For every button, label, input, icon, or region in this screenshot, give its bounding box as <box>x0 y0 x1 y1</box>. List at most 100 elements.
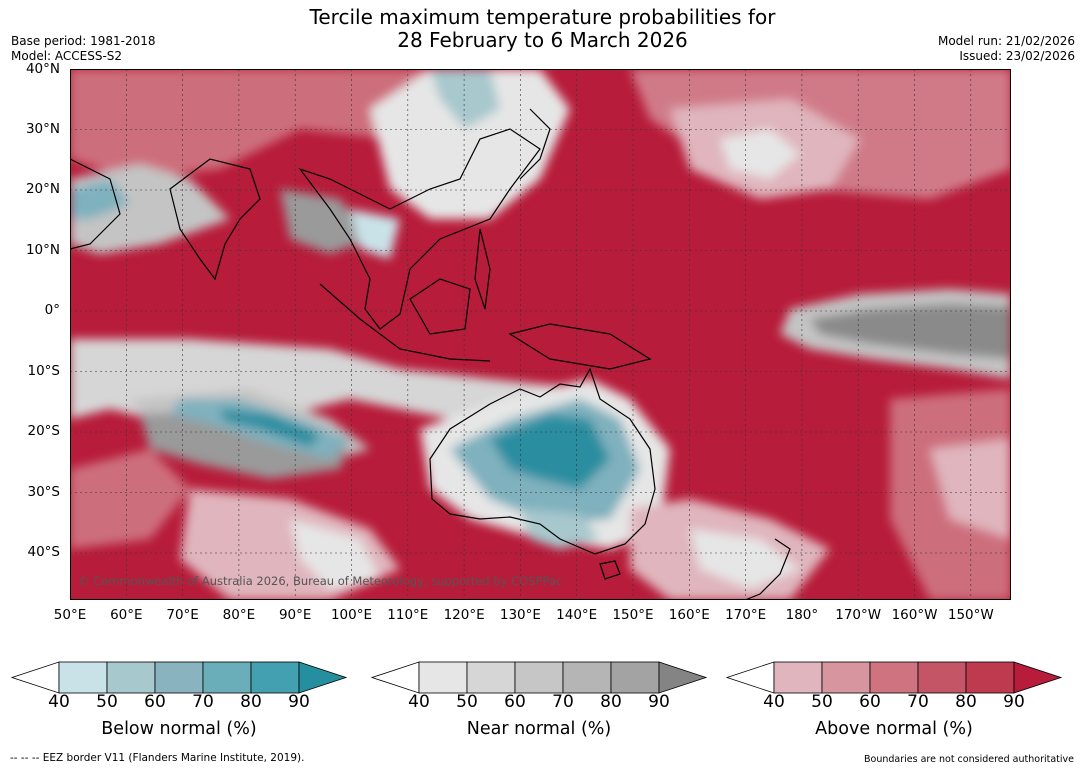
coastline-tasmania <box>599 560 621 580</box>
below-light-region <box>350 209 400 259</box>
colorbar-tick-label: 40 <box>763 692 785 712</box>
longitude-label: 110°E <box>387 607 429 623</box>
latitude-label: 0° <box>44 302 60 318</box>
colorbar-below <box>10 661 348 694</box>
colorbar-near <box>370 661 708 694</box>
longitude-label: 150°E <box>612 607 654 623</box>
colorbar-tick-label: 70 <box>552 692 574 712</box>
longitude-label: 170°E <box>725 607 767 623</box>
longitude-label: 90°E <box>278 607 312 623</box>
colorbar-segment <box>869 661 919 694</box>
eez-border-note: -- -- -- EEZ border V11 (Flanders Marine… <box>10 752 305 764</box>
coastline-se-asia <box>298 128 541 330</box>
colorbar-segment <box>965 661 1015 694</box>
coastline-philippines <box>474 228 491 310</box>
near-light-region <box>690 529 800 589</box>
colorbar-tick-label: 50 <box>96 692 118 712</box>
latitude-label: 10°N <box>25 241 60 258</box>
below-mid-region <box>70 179 130 219</box>
near-dark-tongue <box>810 304 1011 359</box>
coastline-new-zealand <box>744 538 791 600</box>
below-light-region <box>430 69 500 129</box>
colorbar-tick-label: 70 <box>907 692 929 712</box>
colorbar-segment <box>154 661 204 694</box>
colorbar-title: Below normal (%) <box>101 719 257 739</box>
base-period-label: Base period: 1981-2018 <box>11 34 156 48</box>
model-label: Model: ACCESS-S2 <box>11 49 123 63</box>
colorbar-segment <box>917 661 967 694</box>
colorbar-tick-label: 40 <box>408 692 430 712</box>
below-light-region <box>520 509 600 549</box>
colorbar-tick-label: 60 <box>859 692 881 712</box>
colorbar-high-triangle <box>1013 661 1063 694</box>
colorbar-segment <box>514 661 564 694</box>
longitude-label: 170°W <box>835 607 882 623</box>
latitude-label: 30°S <box>27 483 61 500</box>
coastline-arabia <box>70 158 121 250</box>
longitude-label: 80°E <box>222 607 256 623</box>
colorbar-low-triangle <box>10 661 60 694</box>
longitude-label: 50°E <box>53 607 87 623</box>
colorbar-low-triangle <box>725 661 775 694</box>
colorbar-tick-label: 70 <box>192 692 214 712</box>
colorbar-tick-label: 40 <box>48 692 70 712</box>
colorbar-tick-label: 90 <box>288 692 310 712</box>
longitude-label: 130°E <box>499 607 541 623</box>
below-dark-region <box>220 409 320 447</box>
colorbar-tick-label: 60 <box>504 692 526 712</box>
colorbar-tick-label: 80 <box>600 692 622 712</box>
latitude-label: 40°S <box>27 544 61 560</box>
longitude-label: 120°E <box>443 607 485 623</box>
coastline-borneo <box>409 278 471 335</box>
above-mid-region <box>70 69 490 179</box>
colorbar-segment <box>418 661 468 694</box>
latitude-label: 20°S <box>27 423 61 439</box>
map-title-line2: 28 February to 6 March 2026 <box>397 28 688 52</box>
coastline-australia <box>429 367 656 555</box>
probability-map[interactable] <box>70 69 1011 600</box>
coastline-india <box>169 158 261 281</box>
below-dark-region <box>490 414 610 489</box>
colorbar-title: Near normal (%) <box>466 719 612 739</box>
colorbar-segment <box>202 661 252 694</box>
issued-label: Issued: 23/02/2026 <box>959 49 1075 63</box>
near-light-region <box>720 129 800 179</box>
colorbar-low-triangle <box>370 661 420 694</box>
boundaries-disclaimer: Boundaries are not considered authoritat… <box>864 754 1074 765</box>
longitude-label: 60°E <box>110 607 143 623</box>
coastline-japan <box>519 108 551 180</box>
colorbar-segment <box>58 661 108 694</box>
probability-fields <box>70 69 1011 600</box>
colorbar-tick-label: 80 <box>240 692 262 712</box>
colorbar-tick-label: 50 <box>456 692 478 712</box>
colorbar-tick-label: 90 <box>1003 692 1025 712</box>
colorbar-title: Above normal (%) <box>815 719 973 739</box>
near-light-region <box>370 69 570 219</box>
colorbar-above <box>725 661 1063 694</box>
near-light-region <box>290 519 380 589</box>
latitude-label: 20°N <box>25 181 60 197</box>
colorbar-segment <box>250 661 300 694</box>
longitude-label: 150°W <box>947 607 994 623</box>
colorbar-segment <box>773 661 823 694</box>
graticule <box>70 69 1011 600</box>
longitude-label: 100°E <box>330 607 373 623</box>
colorbar-tick-label: 50 <box>811 692 833 712</box>
colorbar-segment <box>466 661 516 694</box>
colorbar-high-triangle <box>298 661 348 694</box>
map-title-line1: Tercile maximum temperature probabilitie… <box>309 5 776 29</box>
map-frame <box>70 69 1011 600</box>
colorbar-legend <box>10 661 1063 694</box>
coastline-indonesia <box>319 283 491 362</box>
copyright-credit: © Commonwealth of Australia 2026, Bureau… <box>78 574 563 588</box>
longitude-label: 70°E <box>166 607 199 623</box>
model-run-label: Model run: 21/02/2026 <box>937 34 1075 48</box>
latitude-label: 40°N <box>25 61 60 77</box>
latitude-label: 30°N <box>25 120 60 137</box>
colorbar-segment <box>562 661 612 694</box>
latitude-label: 10°S <box>27 362 61 379</box>
near-dark-region <box>280 189 370 254</box>
colorbar-tick-label: 90 <box>648 692 670 712</box>
colorbar-high-triangle <box>658 661 708 694</box>
coastlines <box>70 108 791 600</box>
